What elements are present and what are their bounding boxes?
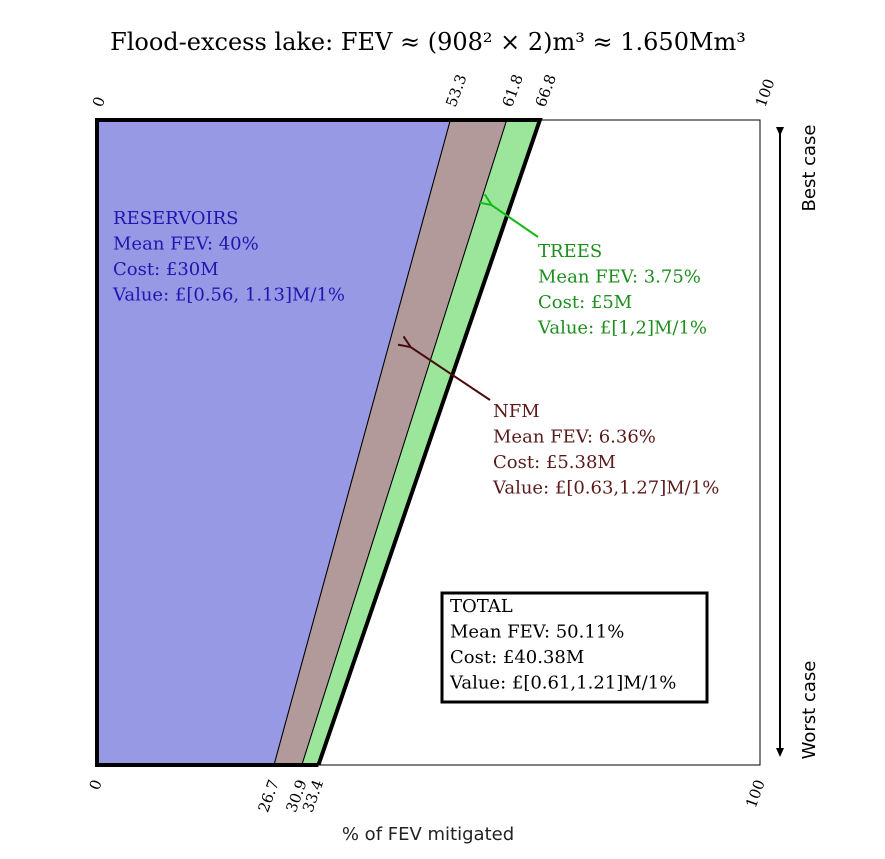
trees-annotation-line: Mean FEV: 3.75% [538, 267, 701, 288]
bands-group [95, 118, 543, 767]
total-annotation-line: Cost: £40.38M [450, 647, 584, 668]
total-text: TOTAL Mean FEV: 50.11% Cost: £40.38M Value:… [449, 596, 676, 694]
best-case-label: Best case [799, 125, 820, 212]
total-box [440, 591, 709, 704]
total-annotation-line: Mean FEV: 50.11% [450, 622, 624, 643]
reservoirs-annotation-line: Mean FEV: 40% [113, 234, 259, 255]
trees-annotation-line: Cost: £5M [538, 292, 632, 313]
nfm-annotation-line: NFM [493, 401, 540, 422]
top-tick-label: 61.8 [499, 72, 527, 110]
reservoirs-annotation-line: Value: £[0.56, 1.13]M/1% [112, 285, 345, 306]
total-annotation-line: Value: £[0.61,1.21]M/1% [449, 673, 676, 694]
trees-annotation-line: Value: £[1,2]M/1% [537, 318, 707, 339]
x-axis-label: % of FEV mitigated [342, 824, 514, 845]
worst-case-label: Worst case [799, 661, 820, 760]
bottom-tick-label: 100 [742, 777, 769, 810]
nfm-annotation-line: Value: £[0.63,1.27]M/1% [492, 478, 719, 499]
nfm-annotation-line: Cost: £5.38M [493, 452, 616, 473]
trees-pointer-arrow [490, 204, 539, 238]
top-tick-label: 100 [752, 76, 779, 109]
top-tick-label: 66.8 [532, 72, 560, 110]
annotations: RESERVOIRS Mean FEV: 40% Cost: £30M Value: … [112, 204, 719, 499]
nfm-annotation-line: Mean FEV: 6.36% [493, 427, 656, 448]
top-tick-label: 0 [89, 94, 109, 109]
nfm-pointer-arrow [409, 346, 491, 401]
bottom-tick-label: 0 [86, 777, 106, 792]
bottom-tick-label: 26.7 [254, 777, 282, 815]
total-annotation-line: TOTAL [450, 596, 513, 617]
reservoirs-annotation-line: RESERVOIRS [113, 208, 239, 229]
chart-title: Flood-excess lake: FEV ≈ (908² × 2)m³ ≈ … [110, 28, 746, 56]
top-tick-label: 53.3 [442, 72, 470, 110]
trees-annotation-line: TREES [538, 241, 602, 262]
mitigated-region-outline [95, 118, 543, 767]
reservoirs-annotation-line: Cost: £30M [113, 259, 219, 280]
